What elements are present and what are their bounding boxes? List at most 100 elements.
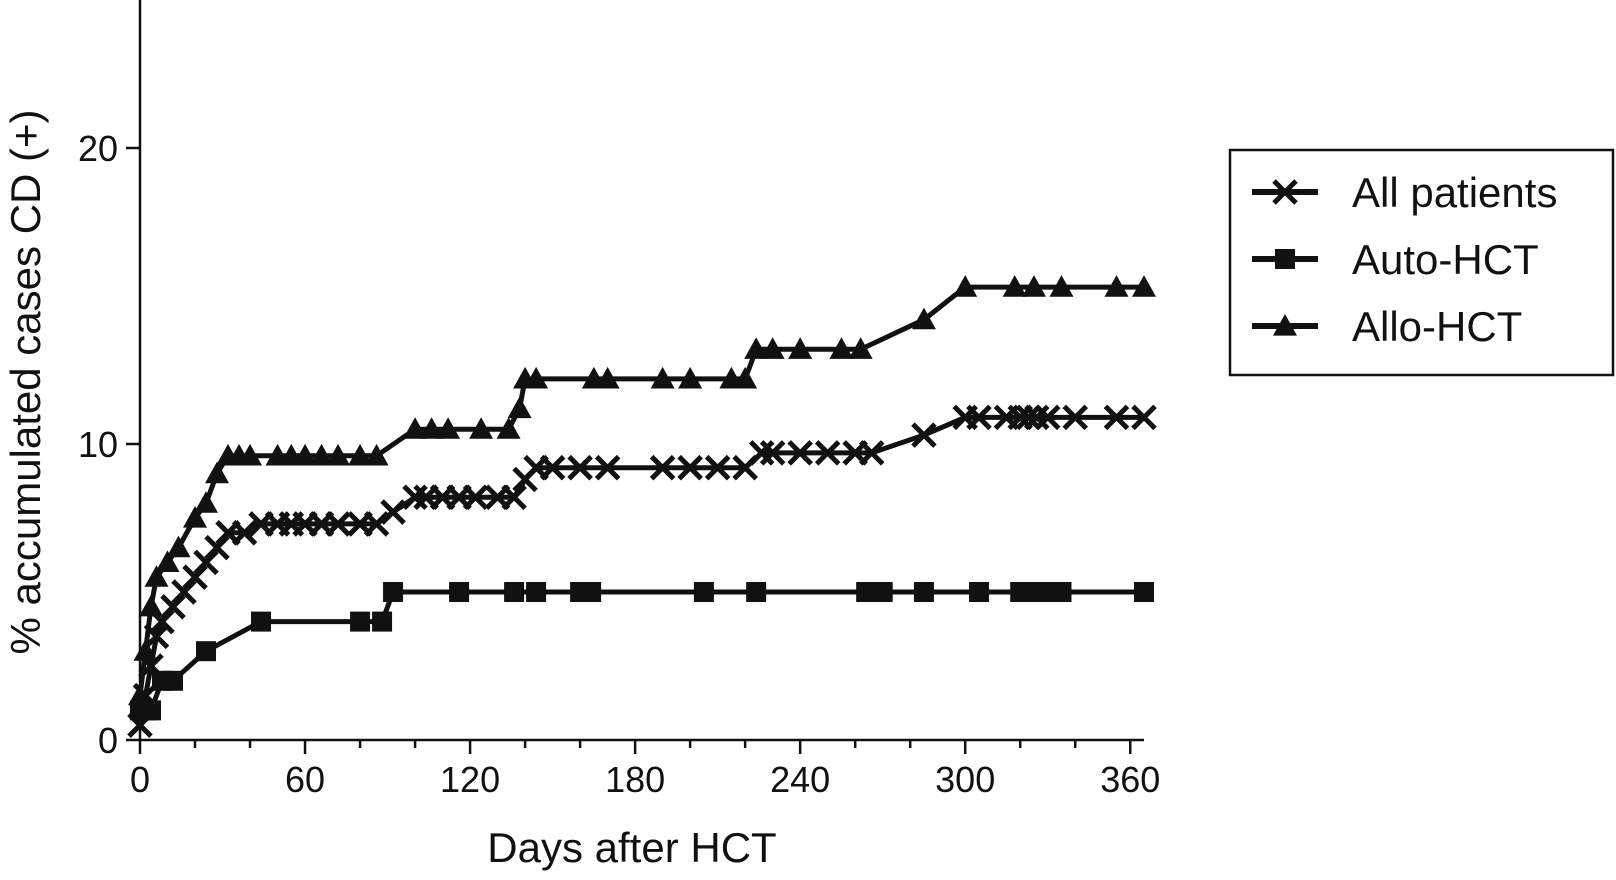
data-point: [1021, 275, 1046, 297]
data-point: [913, 582, 934, 602]
data-point: [966, 404, 992, 431]
data-point: [383, 582, 404, 602]
data-point: [1015, 404, 1042, 431]
data-point: [402, 484, 428, 511]
series-auto-hct: [130, 582, 1154, 721]
data-point: [128, 683, 152, 706]
data-point: [501, 484, 527, 511]
data-point: [166, 535, 191, 558]
data-point: [194, 491, 219, 513]
series-allo-hct: [128, 275, 1156, 706]
data-point: [403, 417, 428, 439]
data-point: [1034, 404, 1061, 431]
data-point: [449, 582, 470, 602]
data-point: [496, 417, 521, 439]
data-point: [911, 307, 936, 330]
x-tick-label: 120: [440, 759, 500, 800]
legend-label: Auto-HCT: [1352, 236, 1539, 283]
data-point: [139, 594, 164, 617]
axes: 0 60 120 180 240 300 360 0 10 20: [78, 0, 1160, 800]
y-tick-label: 0: [98, 720, 118, 761]
data-point: [829, 337, 854, 359]
data-point: [238, 443, 263, 466]
data-point: [814, 440, 841, 466]
data-point: [1104, 275, 1129, 297]
data-point: [204, 534, 230, 561]
data-point: [193, 549, 219, 576]
legend-item: All patients: [1252, 169, 1557, 216]
legend-item: Auto-HCT: [1252, 236, 1539, 283]
legend-marker: [1272, 179, 1298, 205]
data-point: [183, 506, 208, 528]
data-point: [581, 582, 602, 602]
data-point: [1002, 275, 1027, 297]
data-point: [364, 443, 389, 466]
data-point: [462, 484, 489, 511]
x-axis-title: Days after HCT: [487, 824, 776, 871]
data-point: [419, 417, 444, 439]
data-point: [231, 520, 258, 546]
data-point: [1131, 404, 1157, 431]
data-point: [872, 582, 893, 602]
data-point: [693, 582, 714, 602]
data-point: [1134, 582, 1154, 602]
data-point: [144, 565, 169, 587]
data-point: [309, 443, 334, 466]
data-point: [968, 582, 989, 602]
legend-marker: [1275, 249, 1295, 269]
data-point: [595, 366, 620, 389]
series-all-patients: [127, 404, 1157, 738]
data-point: [1062, 404, 1088, 431]
data-point: [858, 440, 885, 466]
data-point: [1132, 275, 1156, 297]
data-point: [649, 454, 676, 481]
y-axis-title: % accumulated cases CD (+): [2, 109, 49, 654]
data-point: [507, 396, 532, 419]
data-point: [350, 611, 371, 632]
data-point: [759, 440, 786, 466]
data-point: [539, 454, 566, 481]
data-point: [182, 564, 208, 590]
data-point: [733, 366, 758, 389]
data-point: [348, 443, 373, 466]
data-point: [856, 582, 877, 602]
data-point: [704, 454, 731, 481]
data-point: [380, 499, 406, 525]
data-point: [205, 461, 230, 484]
data-point: [678, 366, 703, 389]
data-point: [160, 594, 186, 620]
data-point: [677, 454, 703, 481]
data-point: [567, 454, 593, 481]
data-point: [848, 337, 873, 359]
legend: All patients Auto-HCT Allo-HCT: [1228, 148, 1615, 377]
data-point: [1103, 404, 1130, 431]
series-layer: [127, 275, 1157, 738]
y-tick-label: 20: [78, 128, 118, 169]
data-point: [788, 337, 813, 359]
x-tick-label: 0: [130, 759, 150, 800]
data-point: [1023, 404, 1050, 431]
data-point: [746, 582, 767, 602]
x-tick-label: 180: [605, 759, 665, 800]
data-point: [911, 422, 937, 448]
data-point: [1049, 275, 1074, 297]
data-point: [363, 511, 390, 537]
data-point: [760, 337, 785, 359]
series-line: [140, 589, 1144, 713]
x-tick-label: 60: [285, 759, 325, 800]
series-line: [137, 284, 1144, 696]
data-point: [469, 417, 494, 439]
data-point: [504, 582, 525, 602]
data-point: [325, 511, 351, 537]
data-point: [1051, 582, 1072, 602]
x-tick-label: 300: [935, 759, 995, 800]
x-tick-label: 240: [770, 759, 830, 800]
legend-marker: [1273, 314, 1297, 336]
y-tick-label: 10: [78, 424, 118, 465]
data-point: [293, 443, 318, 466]
legend-label: Allo-HCT: [1352, 303, 1522, 350]
data-point: [594, 454, 621, 481]
data-point: [650, 366, 675, 389]
data-point: [744, 337, 769, 359]
